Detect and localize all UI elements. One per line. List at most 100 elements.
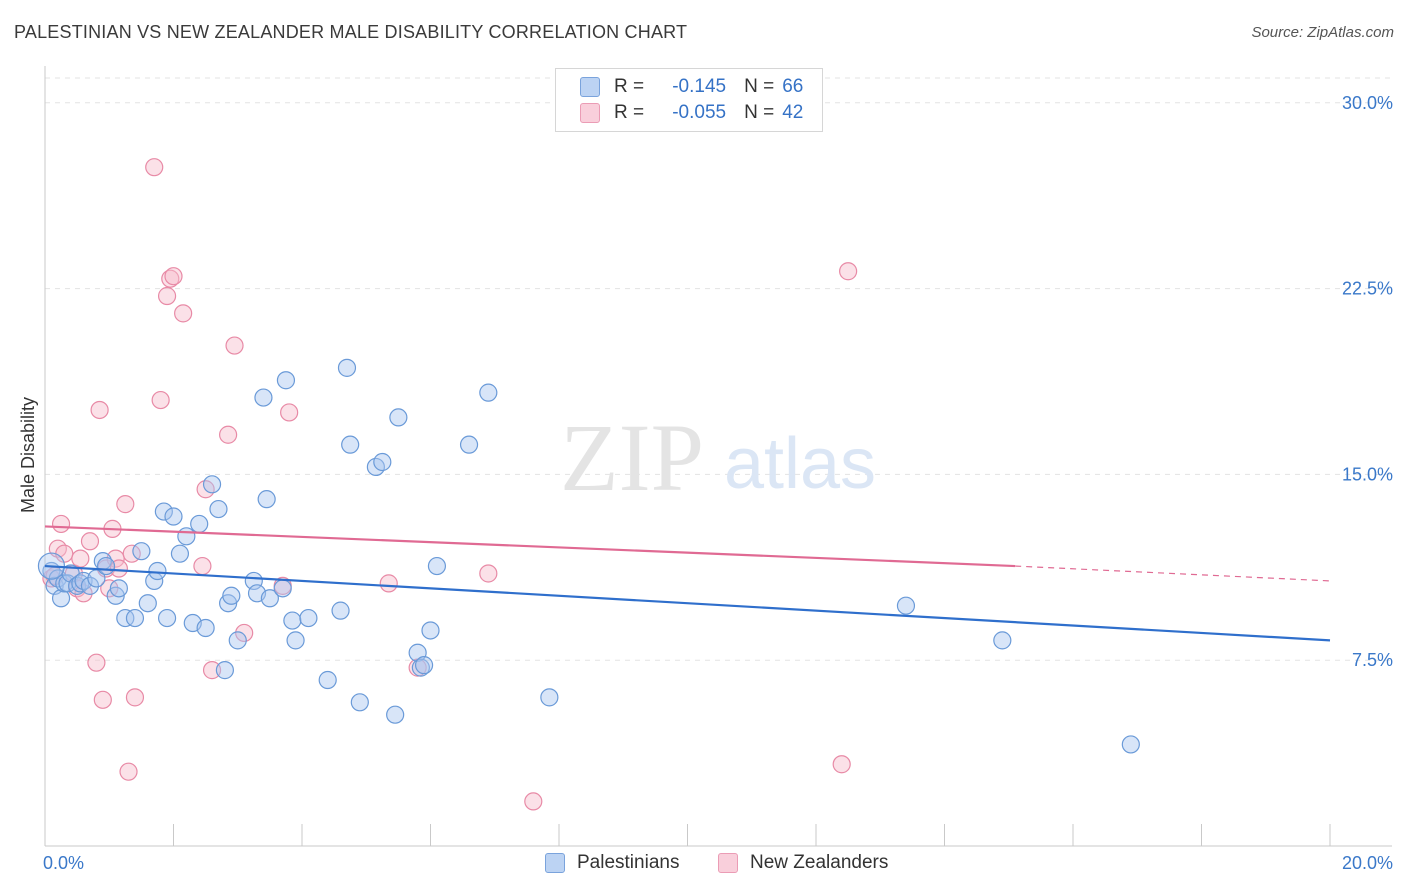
legend-r-label: R = bbox=[614, 102, 645, 123]
palestinians-point bbox=[138, 594, 157, 613]
palestinians-point bbox=[170, 544, 190, 563]
new-zealanders-point bbox=[164, 267, 183, 286]
palestinians-point bbox=[109, 579, 128, 598]
x-tick-label: 0.0% bbox=[43, 853, 84, 873]
palestinians-point bbox=[479, 383, 498, 402]
y-tick-label: 7.5% bbox=[1352, 650, 1393, 670]
palestinians-points bbox=[37, 358, 1140, 754]
palestinians-trend-line bbox=[44, 564, 1331, 642]
new-zealanders-point bbox=[193, 556, 212, 576]
correlation-legend: R = -0.145 N = 66 R = -0.055 N = 42 bbox=[555, 68, 823, 132]
palestinians-point bbox=[389, 408, 408, 427]
new-zealanders-point bbox=[280, 403, 299, 422]
gridlines bbox=[45, 77, 1392, 661]
legend-r-label: R = bbox=[614, 76, 645, 97]
palestinians-point bbox=[96, 556, 116, 576]
palestinians-point bbox=[215, 661, 234, 680]
new-zealanders-point bbox=[225, 336, 244, 355]
watermark: ZIP atlas bbox=[560, 404, 876, 511]
palestinians-point bbox=[260, 589, 279, 608]
watermark-zip: ZIP bbox=[560, 404, 704, 511]
palestinians-point bbox=[1121, 735, 1140, 754]
new-zealanders-point bbox=[151, 390, 170, 410]
new-zealanders-point bbox=[161, 269, 180, 288]
palestinians-point bbox=[411, 658, 430, 677]
legend-swatch-blue bbox=[545, 853, 565, 873]
series-legend: Palestinians New Zealanders bbox=[0, 852, 1406, 876]
legend-r-value: -0.055 bbox=[672, 102, 727, 123]
y-tick-label: 22.5% bbox=[1342, 279, 1393, 299]
y-tick-label: 15.0% bbox=[1342, 464, 1393, 484]
new-zealanders-point bbox=[145, 158, 164, 177]
new-zealanders-point bbox=[93, 690, 112, 709]
palestinians-point bbox=[421, 621, 440, 640]
legend-item-palestinians: Palestinians bbox=[545, 852, 679, 874]
palestinians-point bbox=[196, 618, 215, 638]
palestinians-point bbox=[222, 586, 241, 605]
palestinians-point bbox=[896, 596, 916, 615]
new-zealanders-point bbox=[74, 584, 93, 603]
axes bbox=[44, 66, 1392, 847]
legend-swatch-pink bbox=[580, 103, 600, 123]
legend-n-value: 66 bbox=[782, 76, 804, 97]
palestinians-point bbox=[132, 542, 151, 561]
legend-swatch-pink bbox=[718, 853, 738, 873]
new-zealanders-point bbox=[90, 400, 109, 420]
palestinians-point bbox=[154, 502, 173, 521]
legend-row-palestinians: R = -0.145 N = 66 bbox=[580, 75, 803, 99]
palestinians-point bbox=[209, 499, 228, 519]
palestinians-point bbox=[993, 631, 1012, 650]
legend-swatch-blue bbox=[580, 77, 600, 97]
new-zealanders-point bbox=[157, 286, 177, 306]
palestinians-point bbox=[125, 608, 145, 628]
new-zealanders-point bbox=[51, 514, 71, 534]
new-zealanders-point bbox=[832, 755, 851, 774]
legend-n-value: 42 bbox=[782, 102, 804, 123]
palestinians-point bbox=[254, 388, 273, 407]
palestinians-point bbox=[318, 670, 337, 690]
palestinians-point bbox=[540, 688, 559, 707]
legend-n-label: N = bbox=[744, 102, 775, 123]
palestinians-point bbox=[257, 490, 276, 509]
x-tick-label: 20.0% bbox=[1342, 853, 1393, 873]
palestinians-point bbox=[273, 579, 292, 598]
palestinians-point bbox=[373, 452, 392, 472]
legend-item-new-zealanders: New Zealanders bbox=[718, 852, 888, 874]
legend-label-new-zealanders: New Zealanders bbox=[750, 852, 889, 873]
legend-r-value: -0.145 bbox=[672, 76, 727, 97]
trend-lines bbox=[44, 525, 1331, 642]
new-zealanders-trend-line bbox=[44, 525, 1016, 568]
watermark-atlas: atlas bbox=[724, 424, 876, 504]
palestinians-point bbox=[177, 527, 196, 546]
new-zealanders-trend-extension bbox=[1015, 565, 1331, 582]
new-zealanders-point bbox=[100, 579, 119, 598]
palestinians-point bbox=[414, 656, 434, 675]
palestinians-point bbox=[341, 435, 360, 454]
palestinians-point bbox=[283, 611, 302, 630]
source-label: Source: ZipAtlas.com bbox=[1251, 24, 1394, 41]
palestinians-point bbox=[148, 561, 167, 581]
palestinians-point bbox=[116, 608, 135, 628]
palestinians-point bbox=[228, 631, 247, 650]
y-axis-label: Male Disability bbox=[18, 397, 38, 513]
legend-row-new-zealanders: R = -0.055 N = 42 bbox=[580, 101, 803, 125]
new-zealanders-point bbox=[839, 262, 858, 281]
new-zealanders-point bbox=[174, 304, 193, 323]
palestinians-point bbox=[286, 631, 305, 650]
new-zealanders-points bbox=[42, 158, 858, 811]
new-zealanders-point bbox=[125, 688, 145, 707]
palestinians-point bbox=[331, 601, 350, 620]
palestinians-point bbox=[386, 705, 405, 724]
new-zealanders-point bbox=[219, 425, 238, 444]
new-zealanders-point bbox=[524, 792, 543, 811]
new-zealanders-point bbox=[116, 495, 135, 514]
new-zealanders-point bbox=[479, 564, 498, 583]
new-zealanders-point bbox=[379, 574, 398, 593]
palestinians-point bbox=[157, 608, 177, 628]
y-tick-label: 30.0% bbox=[1342, 93, 1393, 113]
palestinians-point bbox=[337, 358, 357, 377]
tick-labels: 7.5% 15.0% 22.5% 30.0% 0.0% 20.0% bbox=[43, 93, 1393, 873]
new-zealanders-point bbox=[202, 661, 222, 680]
new-zealanders-point bbox=[71, 549, 90, 568]
